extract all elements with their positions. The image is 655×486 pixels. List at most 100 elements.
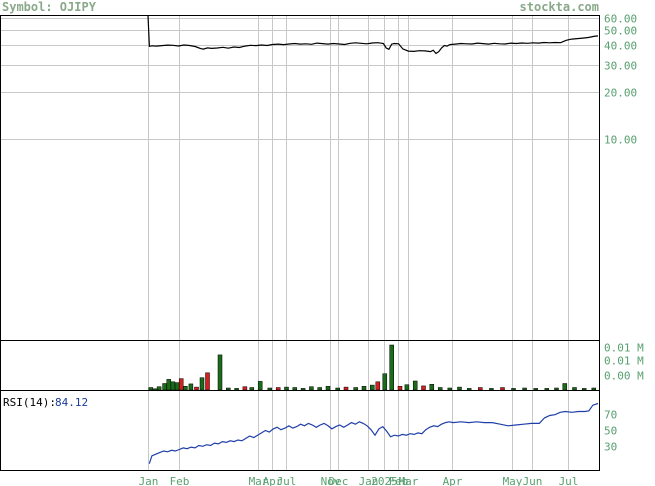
volume-bar bbox=[343, 386, 349, 391]
volume-bar bbox=[242, 386, 248, 391]
volume-bar bbox=[375, 381, 381, 391]
rsi-panel: RSI(14): 84.12 70 50 30 bbox=[0, 390, 617, 471]
volume-bar bbox=[489, 388, 494, 391]
x-tick-label: May bbox=[503, 475, 523, 486]
price-y-tick-label: 40.00 bbox=[604, 40, 637, 53]
volume-bar bbox=[581, 388, 587, 391]
rsi-y-tick-label: 70 bbox=[604, 409, 617, 422]
volume-bar bbox=[178, 378, 184, 391]
volume-bar bbox=[317, 387, 322, 391]
volume-panel: 0.01 M0.01 M 0.00 M bbox=[0, 340, 644, 391]
rsi-label: RSI(14): bbox=[3, 396, 56, 409]
volume-vertical-grid bbox=[148, 341, 569, 390]
x-tick-label: Mar bbox=[399, 475, 419, 486]
volume-bar bbox=[511, 388, 516, 391]
volume-bar bbox=[382, 373, 388, 391]
volume-bar bbox=[309, 386, 314, 391]
volume-bar bbox=[183, 386, 188, 391]
volume-bar bbox=[429, 384, 435, 391]
volume-bar bbox=[370, 384, 375, 391]
rsi-line bbox=[148, 402, 599, 464]
price-y-tick-label: 30.00 bbox=[604, 60, 637, 73]
volume-bar bbox=[226, 387, 231, 391]
volume-frame bbox=[0, 340, 600, 391]
volume-bar bbox=[152, 388, 158, 391]
volume-bar bbox=[478, 387, 483, 391]
volume-bar bbox=[421, 385, 426, 391]
volume-bar bbox=[170, 381, 176, 391]
rsi-value: 84.12 bbox=[55, 396, 88, 409]
volume-bar bbox=[447, 387, 453, 391]
volume-bar bbox=[284, 386, 289, 391]
volume-bar bbox=[267, 387, 273, 391]
volume-bar bbox=[389, 344, 394, 391]
volume-bar bbox=[162, 383, 167, 391]
volume-bar bbox=[572, 387, 577, 391]
x-tick-label: Apr bbox=[443, 475, 463, 486]
volume-bar bbox=[335, 387, 340, 391]
volume-bar bbox=[205, 372, 210, 391]
x-tick-label: 2025 bbox=[371, 475, 398, 486]
volume-y-tick-label: 0.01 M bbox=[604, 341, 644, 354]
volume-bars bbox=[148, 344, 597, 391]
x-tick-label: Mar bbox=[249, 475, 269, 486]
volume-bar bbox=[148, 387, 154, 391]
price-horizontal-grid bbox=[1, 18, 599, 140]
x-tick-label: Dec bbox=[329, 475, 349, 486]
site-label: stockta.com bbox=[520, 0, 599, 14]
volume-bar bbox=[257, 381, 263, 391]
volume-bar bbox=[325, 386, 331, 391]
price-y-tick-label: 50.00 bbox=[604, 25, 637, 38]
x-tick-label: Jun bbox=[523, 475, 543, 486]
volume-bar bbox=[591, 387, 597, 391]
volume-bar bbox=[249, 387, 255, 391]
x-tick-label: Jan bbox=[139, 475, 159, 486]
volume-bar bbox=[544, 388, 550, 391]
x-tick-label: Nov bbox=[321, 475, 341, 486]
volume-bar bbox=[361, 386, 367, 391]
price-line bbox=[147, 15, 599, 55]
price-y-tick-label: 10.00 bbox=[604, 134, 637, 147]
volume-bar bbox=[292, 387, 298, 391]
rsi-vertical-grid bbox=[148, 391, 569, 470]
volume-bar bbox=[156, 386, 162, 391]
volume-bar bbox=[199, 377, 205, 391]
volume-bar bbox=[533, 388, 538, 391]
volume-bar bbox=[457, 386, 462, 391]
symbol-label: Symbol: OJIPY bbox=[2, 0, 97, 14]
x-tick-label: Jan bbox=[359, 475, 379, 486]
x-tick-label: Feb bbox=[170, 475, 190, 486]
volume-bar bbox=[522, 387, 527, 391]
volume-bar bbox=[554, 387, 559, 391]
x-tick-label: Jul bbox=[559, 475, 579, 486]
volume-y-tick-label: 0.00 M bbox=[604, 370, 644, 383]
volume-bar bbox=[194, 386, 199, 391]
rsi-frame bbox=[0, 390, 600, 471]
volume-bar bbox=[300, 388, 306, 391]
volume-bar bbox=[174, 382, 180, 391]
volume-bar bbox=[437, 387, 443, 391]
volume-bar bbox=[562, 383, 568, 391]
volume-bar bbox=[166, 379, 172, 391]
price-y-tick-label: 20.00 bbox=[604, 87, 637, 100]
volume-bar bbox=[188, 383, 194, 391]
volume-bar bbox=[217, 354, 223, 391]
volume-bar bbox=[353, 387, 358, 391]
volume-bar bbox=[412, 380, 418, 391]
volume-bar bbox=[234, 388, 239, 391]
x-tick-label: Feb bbox=[389, 475, 409, 486]
volume-y-tick-label: 0.01 M bbox=[604, 355, 644, 368]
x-tick-label: Apr bbox=[263, 475, 283, 486]
price-frame bbox=[0, 15, 600, 341]
x-tick-label: Jul bbox=[277, 475, 297, 486]
volume-bar bbox=[397, 386, 403, 391]
volume-bar bbox=[404, 384, 410, 391]
price-y-tick-label: 60.00 bbox=[604, 13, 637, 26]
rsi-y-tick-label: 30 bbox=[604, 440, 617, 453]
volume-bar bbox=[275, 387, 281, 391]
volume-bar bbox=[466, 388, 472, 391]
